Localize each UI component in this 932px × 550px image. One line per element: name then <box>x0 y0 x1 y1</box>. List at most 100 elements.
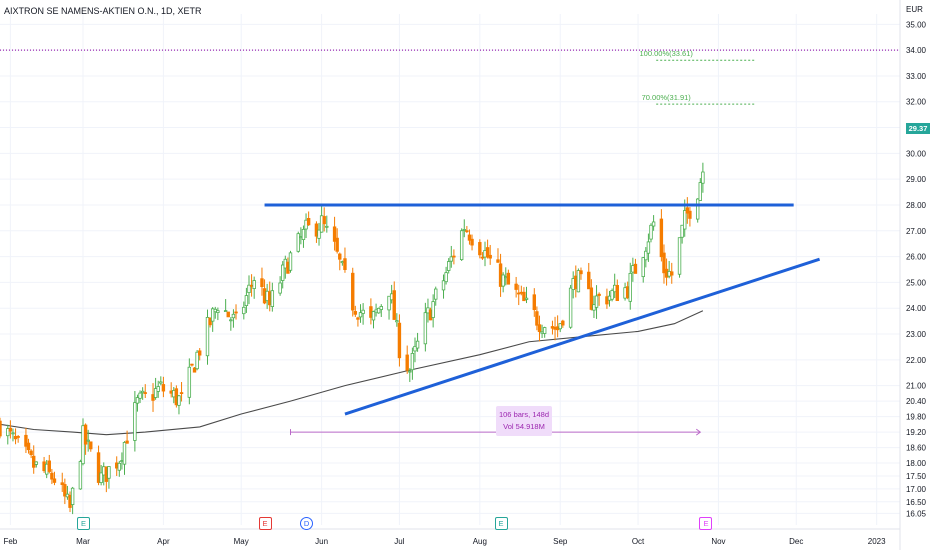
candle-body <box>579 270 583 275</box>
candle-body <box>351 272 355 311</box>
candle-body <box>423 312 428 345</box>
candle <box>242 301 246 320</box>
candle <box>392 281 396 320</box>
candle <box>506 269 511 285</box>
candle-body <box>133 402 137 441</box>
candle <box>615 279 619 302</box>
candle <box>343 247 347 273</box>
candle <box>462 219 466 238</box>
dividend-event-marker[interactable]: D <box>300 517 314 530</box>
candle <box>216 307 220 321</box>
candle-body <box>143 392 147 394</box>
time-tick-label: Nov <box>711 537 725 546</box>
candle <box>195 349 199 371</box>
candle-body <box>478 242 482 256</box>
candle-body <box>447 261 451 271</box>
candle-body <box>47 460 51 472</box>
ascending-support-line <box>344 257 821 416</box>
candle-body <box>179 392 184 395</box>
candle-body <box>695 198 700 220</box>
candle-body <box>405 354 409 371</box>
candle <box>24 427 28 453</box>
price-tick-label: 33.00 <box>906 72 927 81</box>
measure-bars-label: 106 bars, 148d <box>498 410 550 419</box>
candle-body <box>78 461 83 490</box>
candle-body <box>0 420 2 437</box>
candle-body <box>153 388 158 398</box>
price-tick-label: 32.00 <box>906 98 927 107</box>
earnings-event-marker[interactable]: E <box>494 517 508 530</box>
candle-body <box>615 285 619 302</box>
candle <box>8 420 13 439</box>
candle <box>470 234 474 251</box>
candle <box>70 486 75 515</box>
candle <box>50 468 54 485</box>
candle-body <box>392 290 396 320</box>
candle <box>524 286 529 304</box>
candle <box>579 267 583 280</box>
candle <box>161 376 166 398</box>
candle <box>190 363 194 367</box>
earnings-event-marker[interactable]: E <box>258 517 272 530</box>
candle-body <box>216 310 220 313</box>
candle-body <box>270 290 275 307</box>
earnings-event-marker[interactable]: E <box>76 517 90 530</box>
candle <box>441 274 446 299</box>
candle-body <box>568 287 573 328</box>
candle <box>698 178 702 201</box>
candle <box>281 261 285 289</box>
candle <box>361 303 365 325</box>
candle-body <box>610 290 614 300</box>
candles <box>0 162 705 515</box>
candle-body <box>485 247 490 258</box>
candle-body <box>343 258 347 270</box>
candle <box>96 445 101 486</box>
price-tick-label: 20.40 <box>906 397 927 406</box>
candle <box>641 256 645 283</box>
candle-body <box>594 295 599 308</box>
candle-body <box>496 259 500 263</box>
candle-body <box>535 311 539 326</box>
candle <box>610 288 614 302</box>
candle-body <box>646 241 651 254</box>
candle <box>358 304 363 323</box>
candle <box>353 305 358 317</box>
candle-body <box>558 323 562 330</box>
candle <box>198 348 202 361</box>
candle <box>410 347 415 380</box>
candle-body <box>322 216 326 225</box>
candle <box>278 276 282 296</box>
candle-body <box>190 363 194 366</box>
candle <box>229 317 233 331</box>
candle <box>177 394 181 415</box>
candle <box>379 304 383 317</box>
time-tick-label: Dec <box>789 537 803 546</box>
fib-level-label: 100.00%(33.61) <box>640 49 694 58</box>
candle-body <box>431 301 435 318</box>
candle <box>685 197 690 224</box>
candle-body <box>449 256 453 262</box>
candle <box>496 248 500 263</box>
price-tick-label: 18.00 <box>906 459 927 468</box>
candle-body <box>332 226 337 242</box>
price-tick-label: 17.00 <box>906 485 927 494</box>
candle-body <box>542 327 547 334</box>
price-tick-label: 17.50 <box>906 472 927 481</box>
candle-body <box>361 309 365 314</box>
measure-stats-box: 106 bars, 148d Vol 54.918M <box>496 406 552 436</box>
candle <box>397 314 402 367</box>
candle <box>413 337 417 363</box>
price-tick-label: 16.05 <box>906 509 927 518</box>
candle <box>153 377 158 400</box>
candle-body <box>651 221 656 227</box>
candle <box>371 310 376 329</box>
candle-body <box>462 229 466 231</box>
candle-body <box>338 253 342 260</box>
earnings-event-marker[interactable]: E <box>699 517 713 530</box>
candle <box>405 345 409 374</box>
candle <box>192 366 197 373</box>
candle <box>99 464 103 486</box>
candle <box>688 206 692 227</box>
candle <box>415 332 420 352</box>
